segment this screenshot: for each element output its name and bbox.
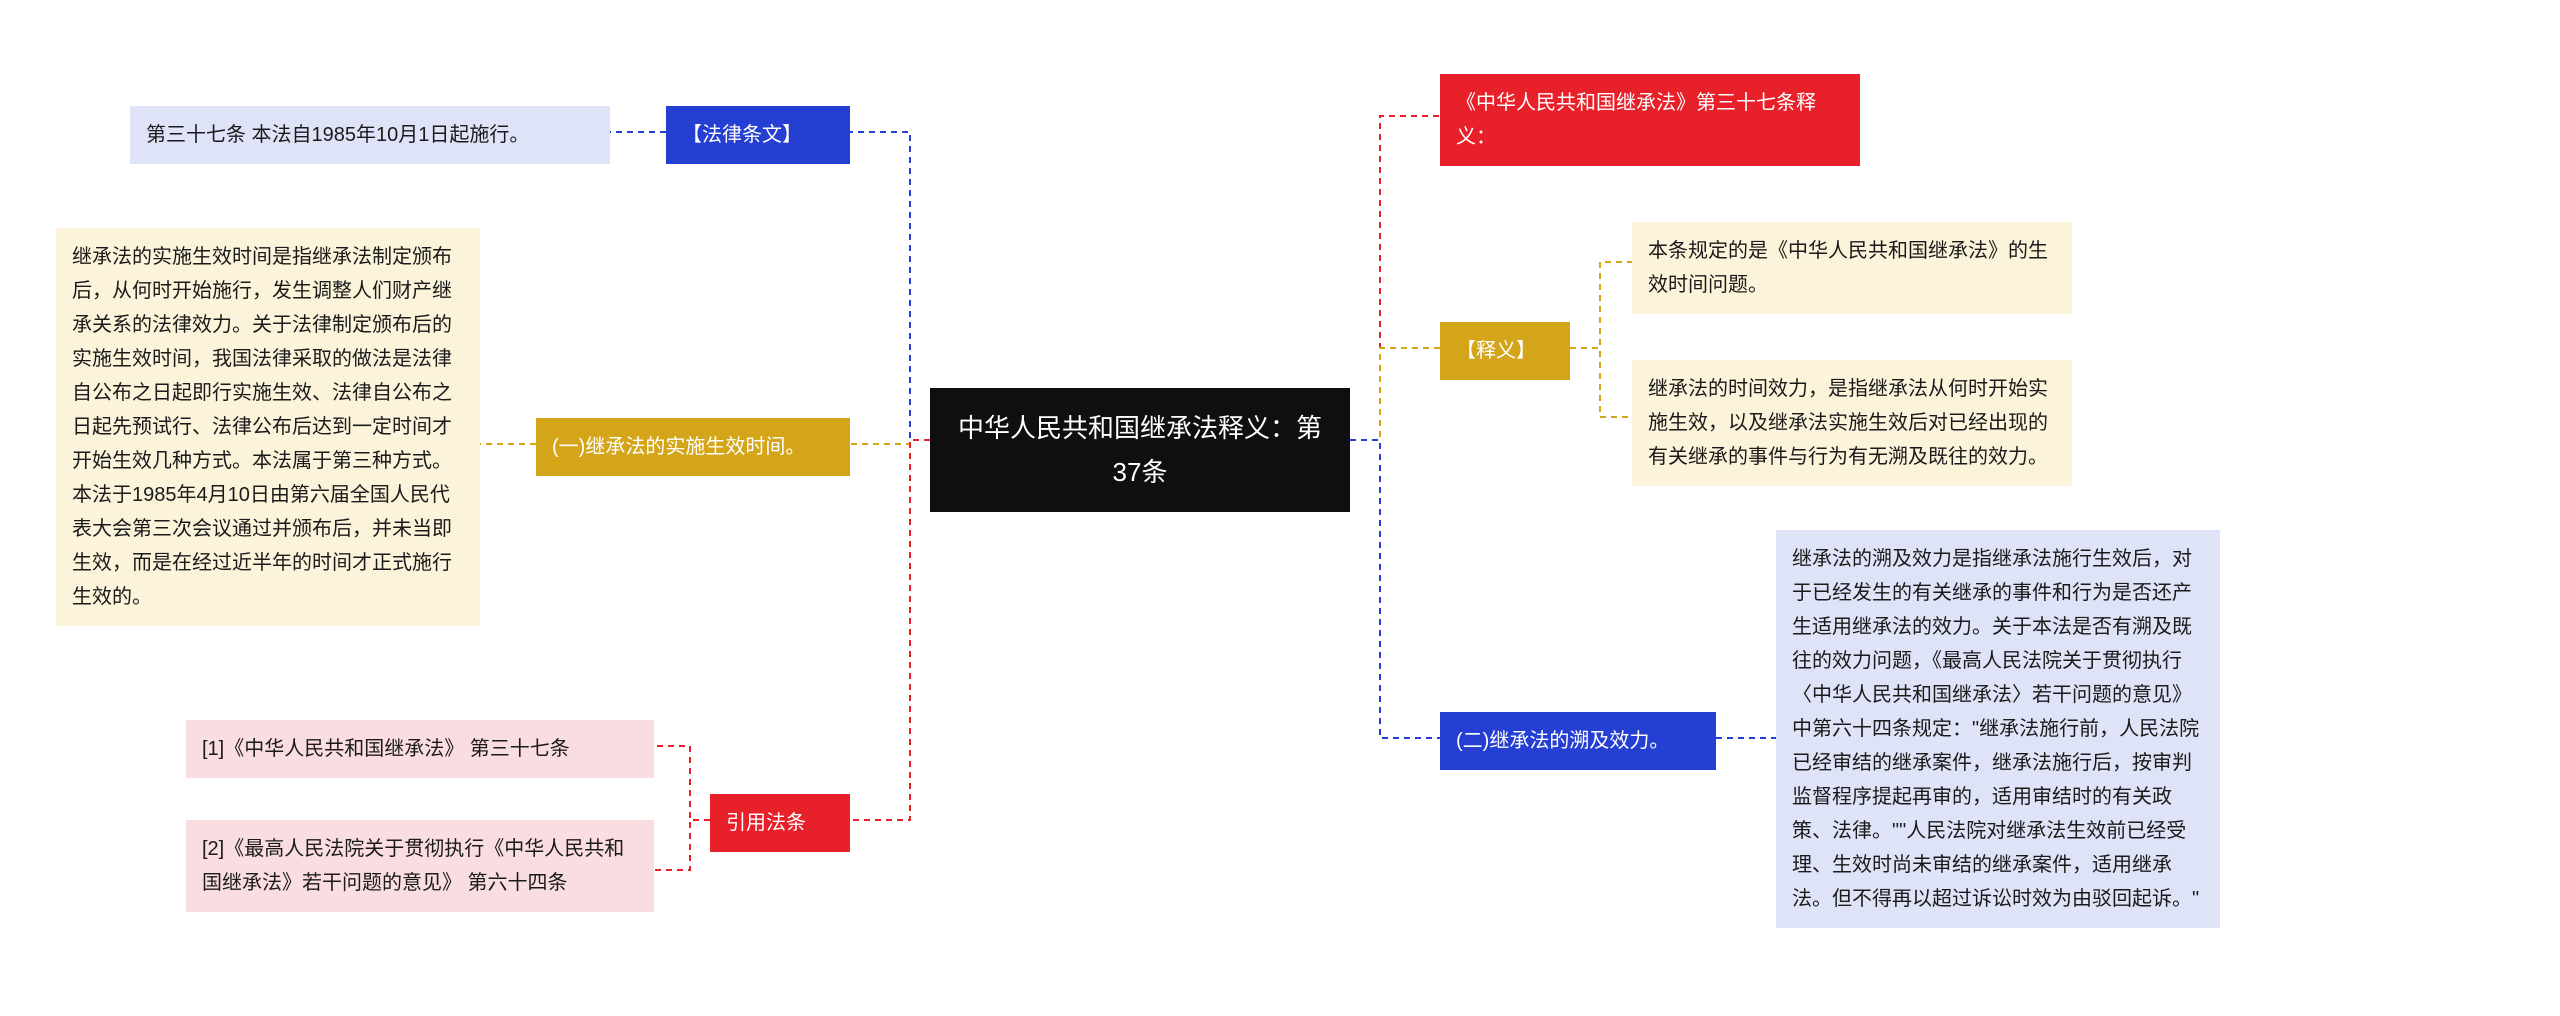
center-node: 中华人民共和国继承法释义：第37条 xyxy=(930,388,1350,512)
node-cited: 引用法条 xyxy=(710,794,850,852)
node-retro: (二)继承法的溯及效力。 xyxy=(1440,712,1716,770)
leaf-interpret-2: 继承法的时间效力，是指继承法从何时开始实施生效，以及继承法实施生效后对已经出现的… xyxy=(1632,360,2072,486)
leaf-impl-time: 继承法的实施生效时间是指继承法制定颁布后，从何时开始施行，发生调整人们财产继承关… xyxy=(56,228,480,626)
leaf-interpret-1: 本条规定的是《中华人民共和国继承法》的生效时间问题。 xyxy=(1632,222,2072,314)
node-impl-time: (一)继承法的实施生效时间。 xyxy=(536,418,850,476)
node-interpret: 【释义】 xyxy=(1440,322,1570,380)
node-law-text: 【法律条文】 xyxy=(666,106,850,164)
leaf-cited-1: [1]《中华人民共和国继承法》 第三十七条 xyxy=(186,720,654,778)
leaf-retro: 继承法的溯及效力是指继承法施行生效后，对于已经发生的有关继承的事件和行为是否还产… xyxy=(1776,530,2220,928)
node-interpret-title: 《中华人民共和国继承法》第三十七条释义： xyxy=(1440,74,1860,166)
leaf-cited-2: [2]《最高人民法院关于贯彻执行《中华人民共和国继承法》若干问题的意见》 第六十… xyxy=(186,820,654,912)
leaf-law-text: 第三十七条 本法自1985年10月1日起施行。 xyxy=(130,106,610,164)
